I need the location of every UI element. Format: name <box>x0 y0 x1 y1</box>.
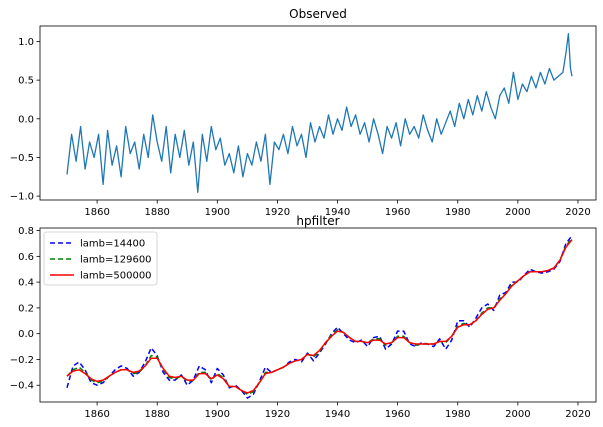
hpfilter-y-tick-label: 0.2 <box>18 303 34 314</box>
hpfilter-y-tick-label: −0.4 <box>10 381 34 392</box>
legend-label: lamb=14400 <box>80 239 145 250</box>
hpfilter-axes-frame <box>39 227 597 403</box>
hpfilter-legend: lamb=14400 lamb=129600 lamb=500000 <box>43 231 158 286</box>
hpfilter-y-tick-label: 0.0 <box>18 329 34 340</box>
hpfilter-series-lamb-14400-line <box>66 235 573 399</box>
hpfilter-x-tick-label: 1920 <box>265 409 290 420</box>
hpfilter-x-tick-label: 1940 <box>325 409 350 420</box>
hpfilter-x-tick-label: 1960 <box>385 409 410 420</box>
observed-y-tick-label: −1.0 <box>10 192 34 203</box>
hpfilter-x-tick-label: 1900 <box>205 409 230 420</box>
hpfilter-x-tick-label: 2000 <box>505 409 530 420</box>
observed-axes-frame <box>39 25 597 201</box>
observed-x-tick-label: 1960 <box>385 207 410 218</box>
observed-x-tick-label: 1920 <box>265 207 290 218</box>
legend-box <box>43 231 158 286</box>
observed-y-tick-label: −0.5 <box>10 153 34 164</box>
observed-x-tick-label: 2000 <box>505 207 530 218</box>
observed-panel: Observed 1860 1880 1900 1920 1940 1960 1980 200… <box>10 7 597 218</box>
hpfilter-y-tick-label: 0.8 <box>18 226 34 237</box>
hpfilter-y-tick-label: 0.6 <box>18 252 34 263</box>
hpfilter-series-lamb-500000-line <box>66 239 573 394</box>
observed-x-tick-label: 1880 <box>144 207 169 218</box>
observed-series-0-line <box>66 33 573 193</box>
hpfilter-x-tick-label: 1880 <box>144 409 169 420</box>
observed-y-tick-label: 0.0 <box>18 114 34 125</box>
legend-label: lamb=129600 <box>80 255 152 266</box>
hpfilter-axes: 1860 1880 1900 1920 1940 1960 1980 2000 2020 −0.4… <box>10 226 591 420</box>
observed-x-tick-label: 2020 <box>565 207 590 218</box>
hpfilter-title: hpfilter <box>296 214 339 228</box>
hpfilter-marks <box>66 235 573 399</box>
legend-label: lamb=500000 <box>80 271 152 282</box>
observed-marks <box>66 33 573 193</box>
hpfilter-series-lamb-129600-line <box>66 237 573 396</box>
observed-y-tick-label: 0.5 <box>18 76 34 87</box>
observed-x-tick-label: 1860 <box>84 207 109 218</box>
hpfilter-x-tick-label: 2020 <box>565 409 590 420</box>
hpfilter-panel: hpfilter 1860 1880 1900 1920 1940 1960 1980 200… <box>10 214 597 420</box>
hpfilter-x-tick-label: 1980 <box>445 409 470 420</box>
observed-axes: 1860 1880 1900 1920 1940 1960 1980 2000 2020 −1.0… <box>10 37 591 218</box>
observed-title: Observed <box>289 7 347 21</box>
hpfilter-x-tick-label: 1860 <box>84 409 109 420</box>
observed-x-tick-label: 1900 <box>205 207 230 218</box>
hpfilter-y-tick-label: −0.2 <box>10 355 34 366</box>
hpfilter-y-tick-label: 0.4 <box>18 278 34 289</box>
observed-x-tick-label: 1940 <box>325 207 350 218</box>
observed-y-tick-label: 1.0 <box>18 37 34 48</box>
observed-x-tick-label: 1980 <box>445 207 470 218</box>
